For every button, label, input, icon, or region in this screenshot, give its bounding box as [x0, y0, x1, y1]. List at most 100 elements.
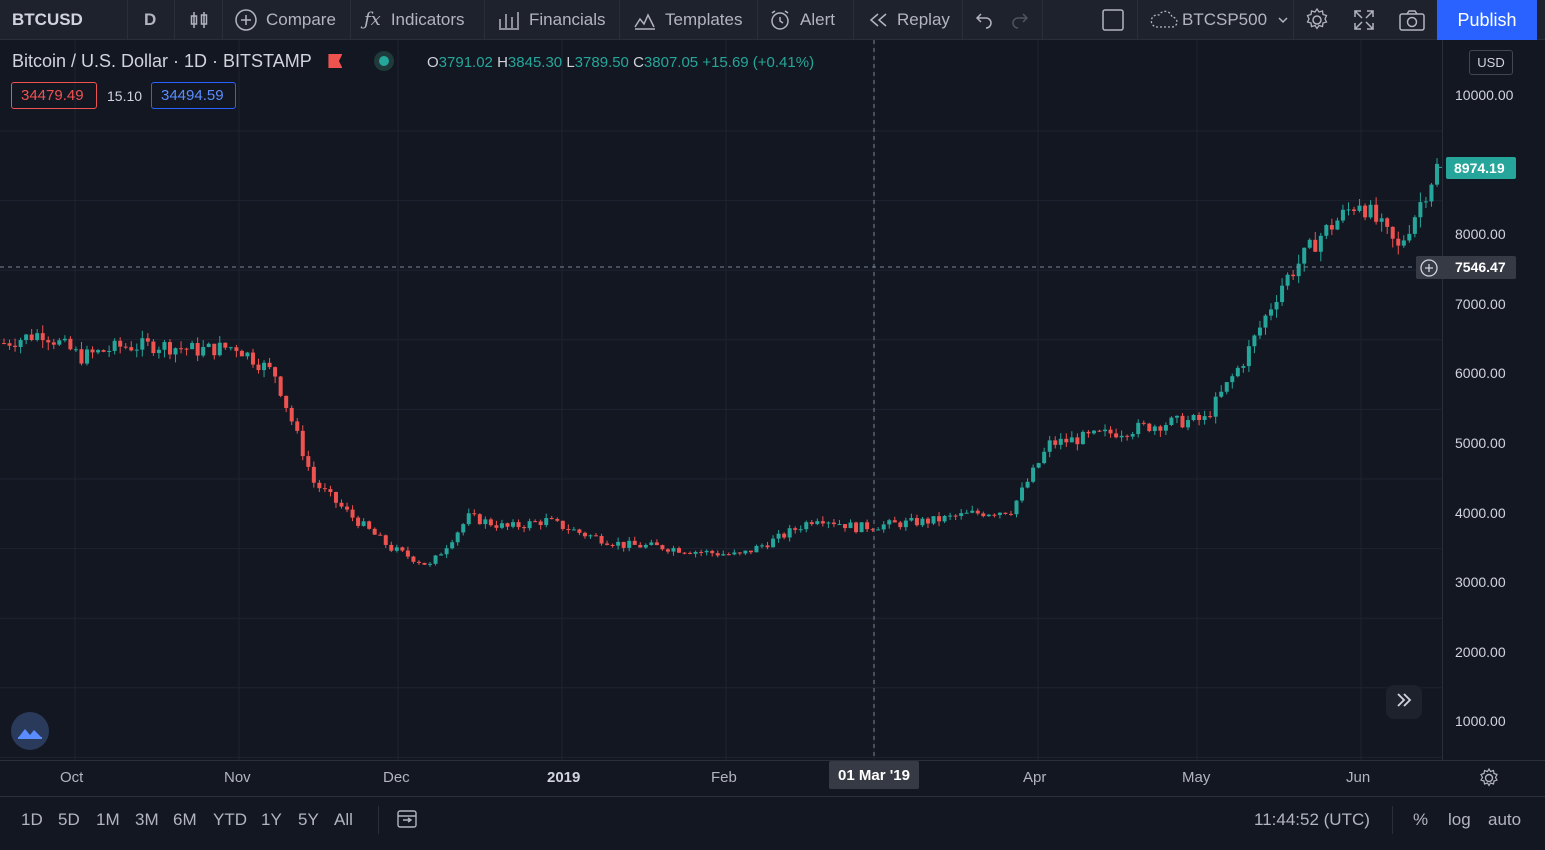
- candle-body: [715, 553, 720, 556]
- candle-body: [1296, 263, 1301, 277]
- candle-body: [638, 544, 643, 548]
- candle-body: [483, 519, 488, 525]
- add-alert-plus-icon[interactable]: [1419, 258, 1439, 283]
- redo-button[interactable]: [1010, 0, 1030, 39]
- chart-style-button[interactable]: [188, 0, 210, 39]
- candle-body: [688, 552, 693, 554]
- candle-body: [223, 342, 228, 348]
- candle-body: [444, 548, 449, 555]
- indicators-button[interactable]: ƒx Indicators: [364, 0, 465, 39]
- candle-body: [632, 540, 637, 545]
- compare-button[interactable]: Compare: [234, 0, 336, 39]
- currency-button[interactable]: USD: [1469, 50, 1513, 75]
- templates-icon: [633, 9, 657, 31]
- replay-icon: [867, 9, 889, 31]
- candle-body: [959, 513, 964, 516]
- candle-body: [1241, 366, 1246, 368]
- time-axis[interactable]: [0, 760, 1545, 796]
- candle-body: [1435, 163, 1439, 185]
- sell-price-button[interactable]: 34479.49: [11, 82, 97, 109]
- templates-button[interactable]: Templates: [633, 0, 742, 39]
- candle-body: [477, 514, 482, 525]
- log-toggle[interactable]: log: [1448, 810, 1471, 829]
- clock-timezone[interactable]: 11:44:52 (UTC): [1254, 810, 1370, 829]
- candle-body: [627, 540, 632, 548]
- top-toolbar: BTCUSD D Compare ƒx Indicators Financial…: [0, 0, 1545, 40]
- candle-body: [804, 522, 809, 530]
- candle-body: [1219, 391, 1224, 397]
- candle-body: [162, 342, 167, 350]
- candle-body: [1058, 438, 1063, 445]
- candle-body: [422, 562, 427, 565]
- snapshot-button[interactable]: [1398, 0, 1426, 39]
- candle-body: [190, 343, 195, 350]
- candle-body: [1401, 240, 1406, 246]
- candle-body: [1036, 463, 1041, 468]
- candle-body: [527, 521, 532, 529]
- candle-body: [732, 552, 737, 555]
- candle-body: [256, 364, 261, 371]
- layout-name-dropdown[interactable]: BTCSP500: [1148, 0, 1289, 39]
- candle-body: [405, 550, 410, 557]
- candle-body: [754, 545, 759, 553]
- symbol-title: Bitcoin / U.S. Dollar · 1D · BITSTAMP: [12, 51, 390, 72]
- settings-button[interactable]: [1304, 0, 1330, 39]
- low-key: L: [566, 54, 575, 71]
- publish-button[interactable]: Publish: [1437, 0, 1537, 40]
- fullscreen-button[interactable]: [1352, 0, 1376, 39]
- interval-button[interactable]: D: [144, 9, 157, 29]
- market-closed-flag-icon: [328, 54, 343, 68]
- buy-price-button[interactable]: 34494.59: [151, 82, 236, 109]
- candle-body: [372, 528, 377, 535]
- symbol-search[interactable]: BTCUSD: [12, 9, 83, 29]
- candle-body: [228, 347, 233, 349]
- candle-body: [295, 421, 300, 431]
- range-button-1y[interactable]: 1Y: [261, 810, 282, 829]
- range-button-1m[interactable]: 1M: [96, 810, 120, 829]
- axis-settings-button[interactable]: [1478, 767, 1500, 794]
- candle-body: [748, 550, 753, 553]
- candle-body: [920, 518, 925, 526]
- auto-toggle[interactable]: auto: [1488, 810, 1522, 829]
- price-tick-label: 2000.00: [1455, 643, 1506, 660]
- replay-button[interactable]: Replay: [867, 0, 950, 39]
- candle-body: [721, 554, 726, 556]
- candle-body: [665, 549, 670, 552]
- range-button-5y[interactable]: 5Y: [298, 810, 319, 829]
- symbol-title-text: Bitcoin / U.S. Dollar · 1D · BITSTAMP: [12, 51, 312, 71]
- range-button-1d[interactable]: 1D: [21, 810, 43, 829]
- candle-body: [217, 342, 222, 356]
- price-tick-label: 1000.00: [1455, 713, 1506, 730]
- candle-body: [975, 510, 980, 514]
- candle-body: [306, 456, 311, 467]
- range-button-all[interactable]: All: [334, 810, 353, 829]
- undo-button[interactable]: [974, 0, 994, 39]
- percent-toggle[interactable]: %: [1413, 810, 1429, 829]
- scroll-to-realtime-button[interactable]: [1386, 685, 1422, 719]
- price-chart[interactable]: [0, 40, 1442, 760]
- layout-button[interactable]: [1101, 0, 1125, 39]
- candle-body: [123, 346, 128, 348]
- alert-button[interactable]: Alert: [768, 0, 835, 39]
- candle-body: [118, 340, 123, 347]
- go-to-date-button[interactable]: [395, 807, 419, 836]
- candle-body: [577, 529, 582, 533]
- candle-body: [1064, 438, 1069, 443]
- range-button-6m[interactable]: 6M: [173, 810, 197, 829]
- candle-body: [931, 516, 936, 524]
- logo-icon[interactable]: [11, 712, 49, 750]
- candle-body: [942, 516, 947, 522]
- range-button-ytd[interactable]: YTD: [213, 810, 247, 829]
- layout-name: BTCSP500: [1182, 9, 1268, 29]
- candle-body: [62, 338, 67, 341]
- candle-body: [1003, 512, 1008, 514]
- candle-body: [865, 522, 870, 530]
- financials-button[interactable]: Financials: [497, 0, 606, 39]
- candle-body: [837, 524, 842, 526]
- range-button-5d[interactable]: 5D: [58, 810, 80, 829]
- range-button-3m[interactable]: 3M: [135, 810, 159, 829]
- templates-label: Templates: [665, 9, 743, 29]
- redo-icon: [1010, 10, 1030, 30]
- candle-body: [57, 340, 62, 345]
- candle-body: [300, 430, 305, 457]
